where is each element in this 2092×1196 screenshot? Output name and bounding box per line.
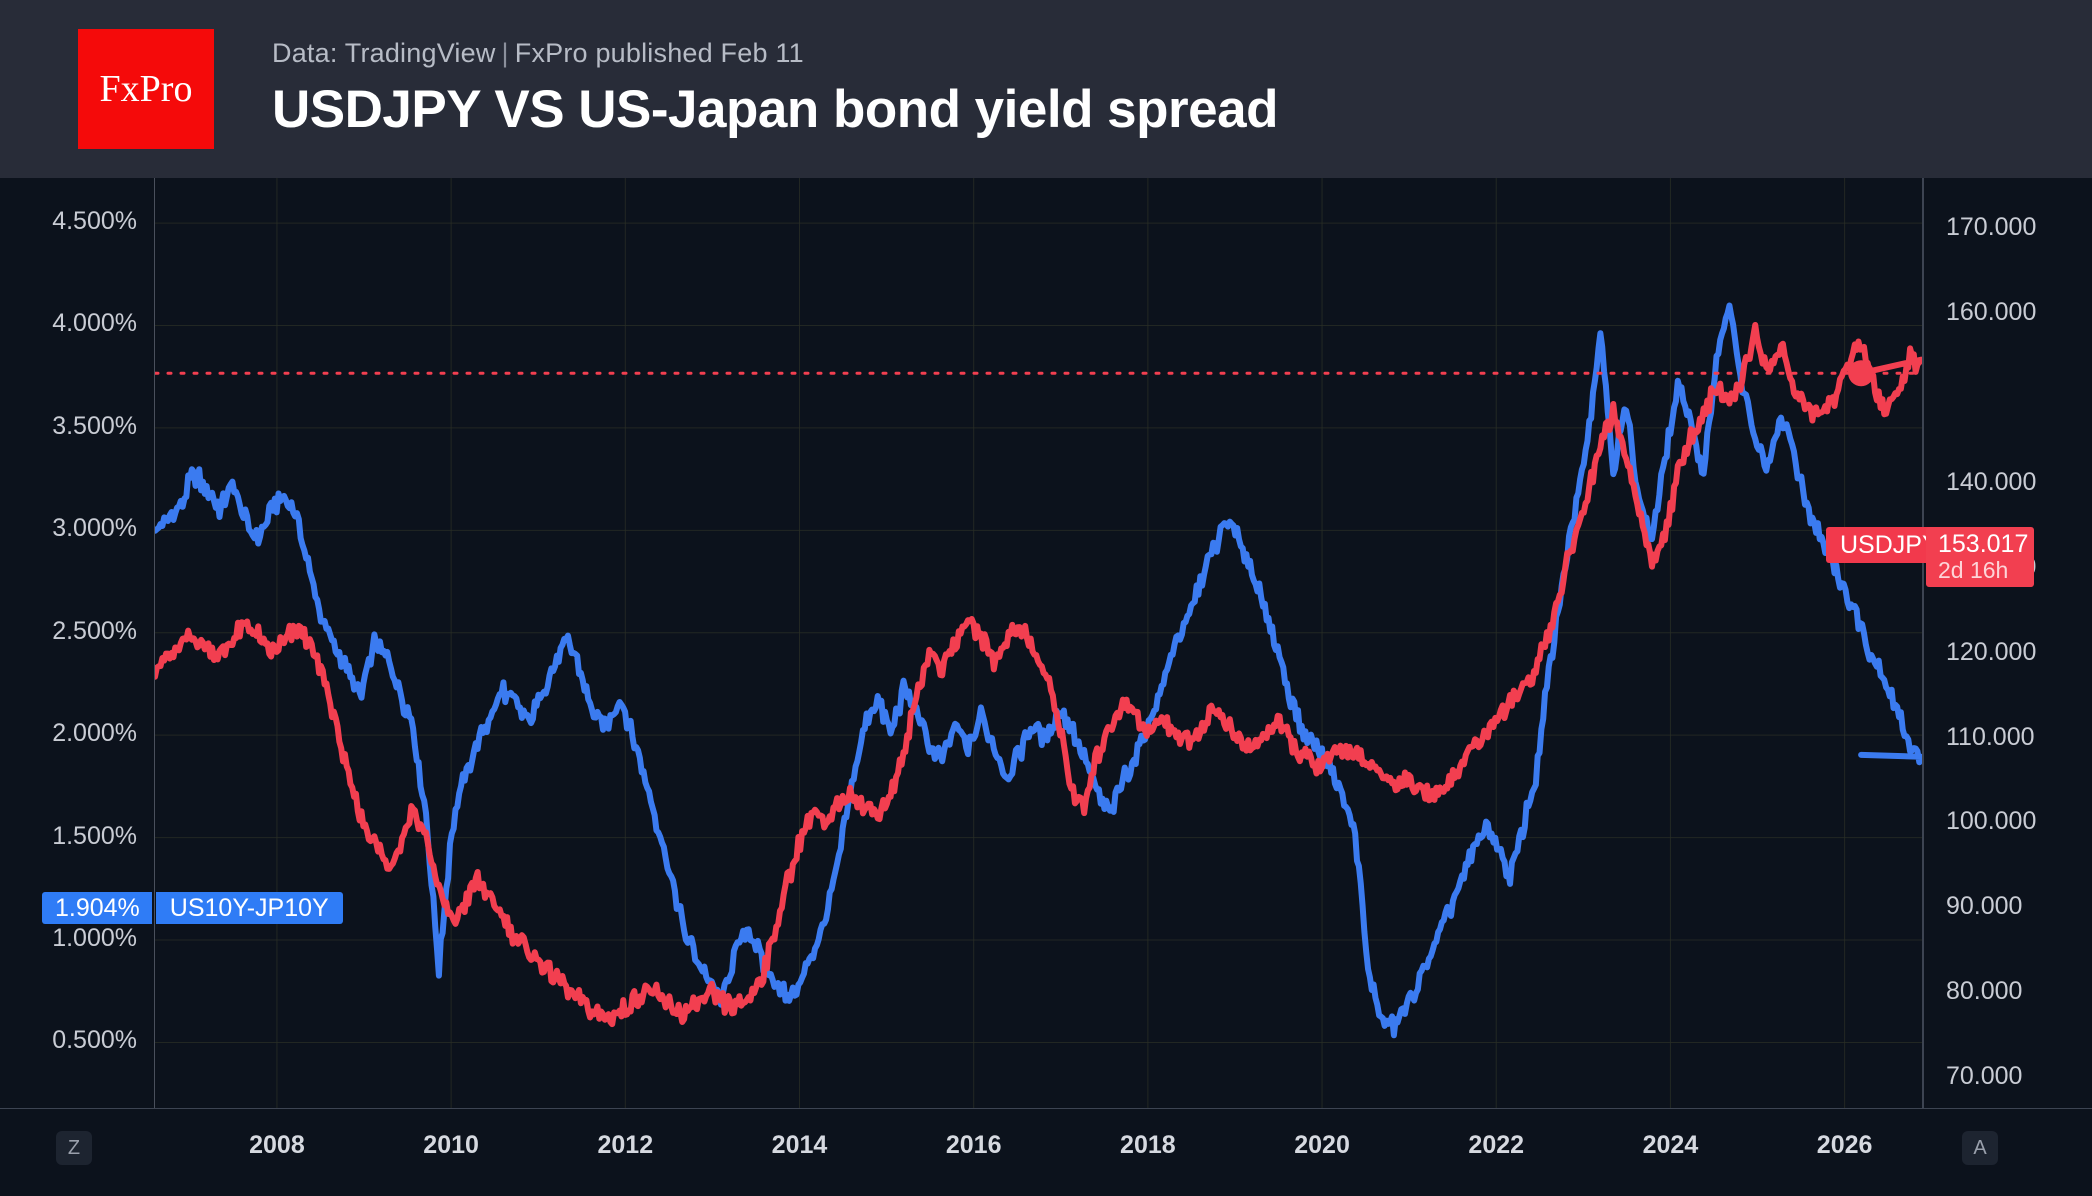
y-right-tick: 90.000	[1946, 892, 2023, 921]
y-right-tick: 80.000	[1946, 977, 2023, 1006]
y-left-tick: 1.500%	[52, 821, 137, 850]
x-axis-tick: 2012	[597, 1131, 654, 1159]
usdjpy-countdown: 2d 16h	[1938, 557, 2009, 584]
y-right-tick: 160.000	[1946, 297, 2037, 326]
y-right-tick: 120.000	[1946, 637, 2037, 666]
x-axis-tick: 2014	[771, 1131, 828, 1159]
spread-price-badge[interactable]: 1.904% US10Y-JP10Y	[42, 892, 343, 924]
usdjpy-series-name: USDJPY	[1840, 530, 1939, 559]
x-axis-tick: 2020	[1294, 1131, 1350, 1159]
y-left-tick: 4.500%	[52, 207, 137, 236]
y-left-tick: 4.000%	[52, 309, 137, 338]
fxpro-logo: FxPro	[78, 29, 214, 149]
y-left-tick: 3.000%	[52, 514, 137, 543]
usdjpy-price: 153.017	[1938, 530, 2029, 559]
y-left-tick: 0.500%	[52, 1026, 137, 1055]
y-left-tick: 2.500%	[52, 616, 137, 645]
chart-container: 4.500% 4.000% 3.500% 3.000% 2.500% 2.000% 1.50…	[0, 178, 2092, 1196]
usdjpy-price-badge[interactable]: 153.017 2d 16h	[1926, 527, 2034, 587]
y-axis-right[interactable]: 170.000160.000140.000130.000120.000110.0…	[1923, 178, 2092, 1108]
plot-svg	[155, 178, 1923, 1108]
last-point-marker	[1848, 360, 1875, 387]
page-header: FxPro Data: TradingView | FxPro published …	[0, 0, 2092, 178]
subtitle-separator: |	[501, 38, 509, 68]
x-axis-tick: 2010	[423, 1131, 479, 1159]
plot-left-border	[154, 178, 155, 1108]
y-axis-left[interactable]: 4.500% 4.000% 3.500% 3.000% 2.500% 2.000% 1.50…	[0, 178, 155, 1108]
chart-subtitle: Data: TradingView | FxPro published Feb 11	[272, 38, 1278, 69]
y-right-tick: 140.000	[1946, 467, 2037, 496]
y-left-tick: 3.500%	[52, 411, 137, 440]
plot-area[interactable]	[155, 178, 1923, 1108]
x-axis-tick: 2008	[249, 1131, 305, 1159]
plot-right-border	[1922, 178, 1923, 1108]
y-left-tick: 1.000%	[52, 924, 137, 953]
x-axis-tick: 2016	[945, 1131, 1002, 1159]
x-axis-tick: 2018	[1120, 1131, 1176, 1159]
x-axis[interactable]: Z A 2008 2010 2012 2014 2016 2018 2020 2022 2024…	[0, 1108, 2092, 1196]
y-right-tick: 110.000	[1946, 722, 2035, 751]
x-axis-tick: 2024	[1642, 1131, 1699, 1159]
publisher-label: FxPro published Feb 11	[514, 38, 804, 68]
spread-series-name: US10Y-JP10Y	[155, 892, 343, 924]
data-source-label: Data: TradingView	[272, 38, 496, 68]
zoom-out-button[interactable]: Z	[56, 1131, 92, 1165]
header-text-block: Data: TradingView | FxPro published Feb 11…	[272, 38, 1278, 140]
grid-lines	[155, 178, 1923, 1108]
page-title: USDJPY VS US-Japan bond yield spread	[272, 80, 1278, 139]
y-right-tick: 100.000	[1946, 807, 2037, 836]
y-left-tick: 2.000%	[52, 719, 137, 748]
y-right-tick: 70.000	[1946, 1062, 2023, 1091]
x-axis-tick: 2026	[1816, 1131, 1873, 1159]
y-right-tick: 170.000	[1946, 212, 2037, 241]
x-axis-tick: 2022	[1468, 1131, 1525, 1159]
spread-value: 1.904%	[42, 892, 152, 924]
series-lines	[155, 302, 1923, 1039]
auto-scale-button[interactable]: A	[1962, 1131, 1998, 1165]
logo-text: FxPro	[99, 68, 193, 110]
